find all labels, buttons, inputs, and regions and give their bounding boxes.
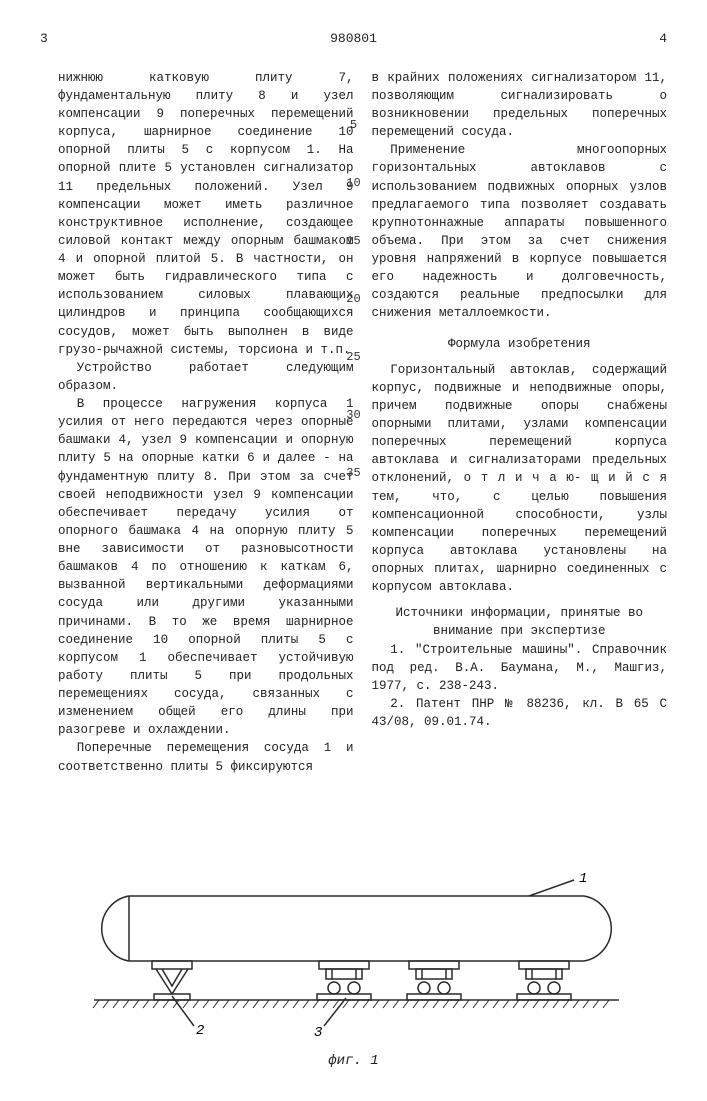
label-1: 1 — [579, 871, 587, 887]
page-num-right: 4 — [627, 30, 667, 49]
label-2: 2 — [196, 1023, 204, 1039]
page-header: 3 980801 4 — [40, 30, 667, 49]
line-number: 10 — [344, 175, 364, 192]
line-number: 20 — [344, 291, 364, 308]
para: в крайних положениях сигнализатором 11, … — [372, 69, 668, 142]
para: Применение многоопорных горизонтальных а… — [372, 141, 668, 322]
left-column: нижнюю катковую плиту 7, фундаментальную… — [58, 69, 354, 776]
sources-title: Источники информации, принятые во вниман… — [372, 604, 668, 640]
text-columns: 5 10 15 20 25 30 35 нижнюю катковую плиту 7, ф… — [40, 69, 667, 776]
line-number: 30 — [344, 407, 364, 424]
autoclave-diagram: 1 — [74, 866, 634, 1046]
right-column: в крайних положениях сигнализатором 11, … — [372, 69, 668, 776]
figure-1: 1 — [40, 866, 667, 1071]
doc-number: 980801 — [80, 30, 627, 49]
page-num-left: 3 — [40, 30, 80, 49]
para: Горизонтальный автоклав, содержащий корп… — [372, 361, 668, 597]
para: Устройство работает следующим образом. — [58, 359, 354, 395]
para: Поперечные перемещения сосуда 1 и соотве… — [58, 739, 354, 775]
formula-title: Формула изобретения — [372, 335, 668, 353]
para: нижнюю катковую плиту 7, фундаментальную… — [58, 69, 354, 359]
source: 2. Патент ПНР № 88236, кл. В 65 С 43/08,… — [372, 695, 668, 731]
line-number: 5 — [344, 117, 364, 134]
source: 1. "Строительные машины". Справочник под… — [372, 641, 668, 695]
figure-caption: фиг. 1 — [40, 1051, 667, 1071]
para: В процессе нагружения корпуса 1 усилия о… — [58, 395, 354, 739]
line-number: 35 — [344, 465, 364, 482]
line-number: 25 — [344, 349, 364, 366]
line-number: 15 — [344, 233, 364, 250]
label-3: 3 — [314, 1025, 322, 1041]
